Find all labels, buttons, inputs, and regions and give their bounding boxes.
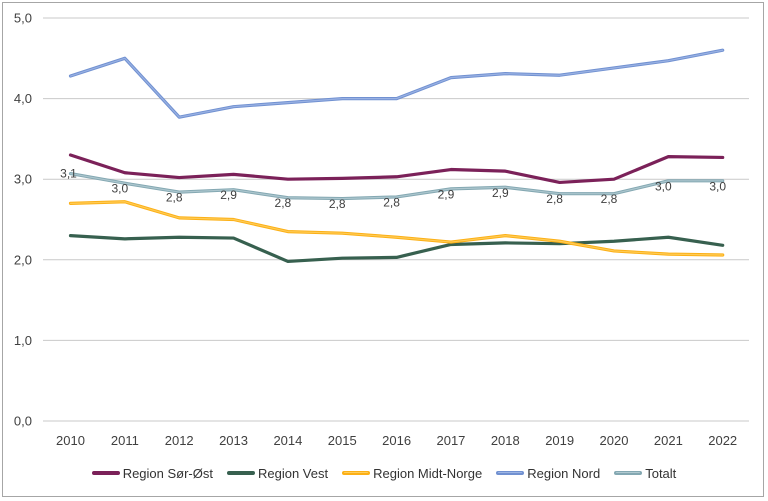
data-label: 3,1 [60, 167, 77, 181]
data-label: 2,8 [275, 196, 292, 210]
series-line-region-sør-øst [68, 153, 725, 185]
data-label: 2,8 [601, 192, 618, 206]
legend-label-region-sør-øst: Region Sør-Øst [122, 465, 213, 481]
legend-swatch-highlight [616, 472, 641, 474]
data-label: 2,9 [220, 188, 237, 202]
x-axis-tick-label: 2015 [328, 433, 357, 448]
legend-swatch-highlight [498, 472, 523, 474]
y-axis-tick-label: 0,0 [14, 414, 32, 429]
legend-label-region-nord: Region Nord [527, 465, 601, 481]
data-label: 3,0 [112, 182, 129, 196]
data-label: 2,8 [546, 192, 563, 206]
legend-item-region-vest: Region Vest [227, 466, 328, 481]
x-axis-tick-label: 2013 [219, 433, 248, 448]
data-label: 2,9 [438, 187, 455, 201]
x-axis-tick-label: 2010 [56, 433, 85, 448]
legend-item-totalt: Totalt [614, 466, 676, 481]
data-label: 2,8 [166, 191, 183, 205]
series-line-region-nord [68, 48, 725, 119]
data-label: 2,8 [329, 197, 346, 211]
series-line-totalt-highlight [69, 172, 724, 200]
x-axis-tick-label: 2014 [273, 433, 302, 448]
legend-label-region-vest: Region Vest [258, 465, 329, 481]
series-line-region-vest [68, 234, 725, 264]
legend-label-region-midt-norge: Region Midt-Norge [373, 465, 483, 481]
y-axis-tick-label: 2,0 [14, 252, 32, 267]
legend-swatch-region-sør-øst [91, 471, 120, 475]
data-label: 2,9 [492, 186, 509, 200]
x-axis-tick-label: 2019 [545, 433, 574, 448]
series-line-region-midt-norge [68, 200, 725, 257]
legend-swatch-region-vest [227, 471, 255, 475]
x-axis-tick-label: 2012 [165, 433, 194, 448]
legend-item-region-sør-øst: Region Sør-Øst [91, 465, 213, 481]
x-axis-tick-label: 2018 [491, 433, 520, 448]
y-axis-tick-label: 1,0 [14, 333, 32, 348]
data-label: 3,0 [655, 179, 672, 193]
legend-swatch-region-nord [496, 471, 525, 475]
x-axis-tick-label: 2022 [708, 433, 737, 448]
y-axis-tick-label: 3,0 [14, 172, 32, 187]
data-label: 2,8 [383, 195, 400, 209]
series-line-region-nord-highlight [69, 49, 724, 118]
x-axis-tick-label: 2011 [111, 433, 139, 448]
data-label: 3,0 [709, 179, 726, 193]
legend-label-totalt: Totalt [645, 465, 677, 481]
x-axis-tick-label: 2021 [654, 433, 683, 448]
y-axis-tick-label: 4,0 [14, 91, 32, 106]
legend-swatch-region-midt-norge [342, 471, 371, 475]
x-axis-tick-label: 2017 [436, 433, 465, 448]
legend-swatch-highlight [344, 472, 369, 474]
chart-legend: Region Sør-Øst Region Vest Region Midt-Nor… [3, 463, 765, 483]
x-axis-tick-label: 2016 [382, 433, 411, 448]
y-axis-tick-label: 5,0 [14, 11, 32, 26]
x-axis-tick-label: 2020 [600, 433, 629, 448]
legend-item-region-midt-norge: Region Midt-Norge [342, 466, 482, 481]
legend-swatch-totalt [614, 471, 643, 475]
legend-item-region-nord: Region Nord [496, 466, 600, 481]
series-line-region-midt-norge-highlight [69, 201, 724, 256]
